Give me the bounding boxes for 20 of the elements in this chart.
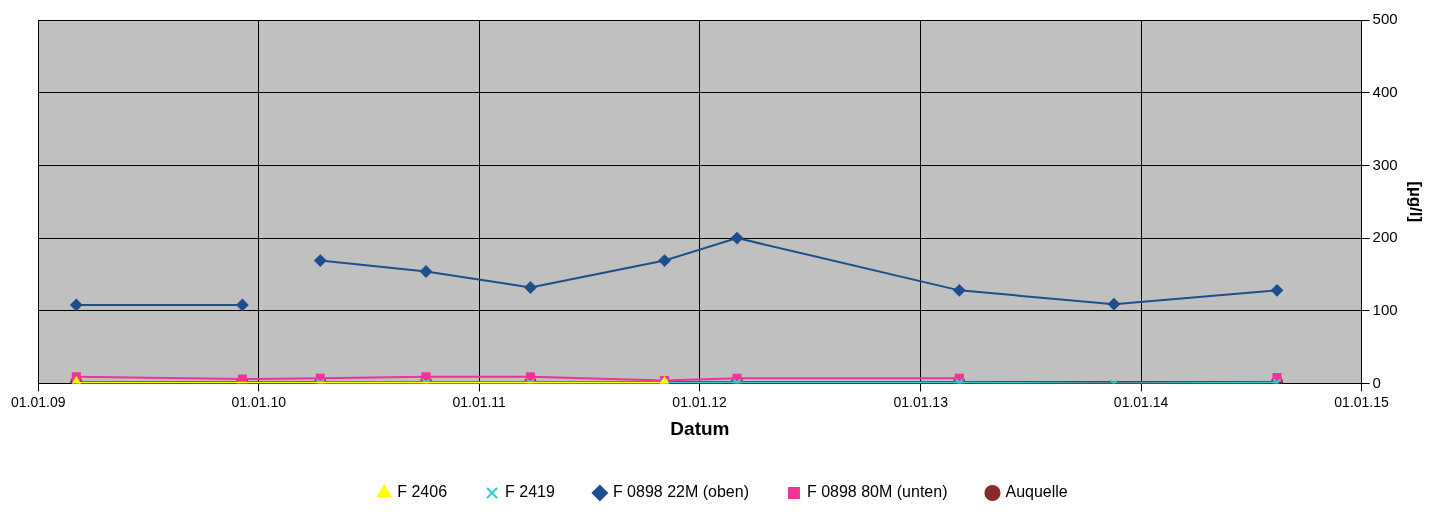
y-tick-label: 100	[1372, 300, 1398, 318]
x-tick-label: 01.01.11	[452, 393, 507, 410]
x-axis-title: Datum	[670, 417, 730, 439]
x-tick-label: 01.01.14	[1113, 393, 1169, 410]
x-tick-label: 01.01.12	[672, 393, 728, 410]
x-tick-label: 01.01.10	[231, 393, 287, 410]
legend-label: F 0898 22M (oben)	[612, 483, 749, 501]
y-axis-title: [µg/l]	[1406, 181, 1426, 223]
x-tick-label: 01.01.09	[11, 393, 66, 410]
legend-label: F 2419	[505, 483, 555, 501]
y-tick-label: 300	[1372, 155, 1398, 173]
x-tick-label: 01.01.13	[893, 393, 949, 410]
legend-label: F 2406	[397, 483, 448, 501]
y-tick-label: 0	[1372, 373, 1381, 391]
legend-label: Auquelle	[1005, 483, 1068, 501]
y-tick-label: 200	[1372, 228, 1398, 246]
legend-label: F 0898 80M (unten)	[806, 483, 948, 501]
y-tick-label: 500	[1372, 10, 1398, 28]
y-tick-label: 400	[1372, 82, 1398, 100]
x-tick-label: 01.01.15	[1334, 393, 1390, 410]
